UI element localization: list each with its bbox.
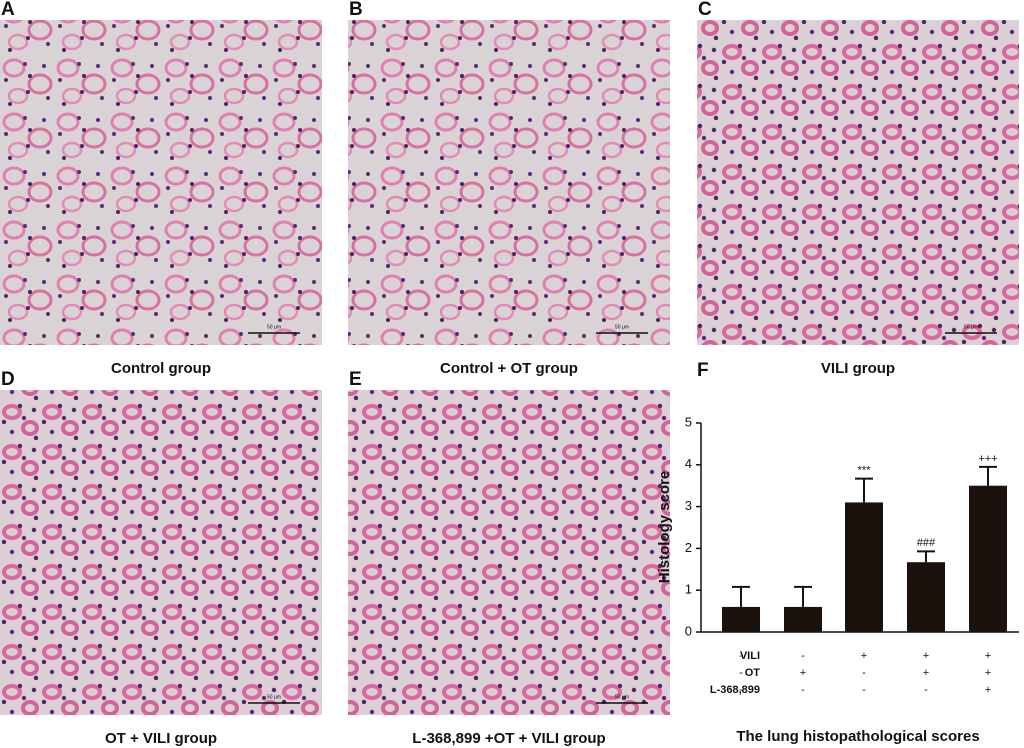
- scale-bar-label: 50 μm: [615, 694, 629, 700]
- significance: ***: [858, 465, 872, 477]
- panel-label: F: [697, 360, 709, 381]
- bar-chart: F The lung histopathological scores Hist…: [656, 360, 1019, 745]
- significance: ###: [917, 537, 936, 549]
- significance: +++: [978, 453, 997, 465]
- condition-mark: -: [739, 667, 743, 679]
- panel-label: C: [698, 0, 712, 20]
- condition-mark: +: [800, 667, 806, 679]
- scale-bar-label: 50 μm: [964, 324, 978, 330]
- condition-mark: -: [924, 684, 928, 696]
- y-tick-label: 2: [685, 540, 692, 555]
- histology-image: [697, 20, 1019, 345]
- scale-bar-label: 50 μm: [267, 694, 281, 700]
- bar: [722, 606, 760, 632]
- condition-name: OT: [745, 667, 761, 679]
- error-bar: [794, 585, 812, 607]
- bar: [845, 502, 883, 632]
- panel-label: B: [349, 0, 363, 20]
- y-tick-label: 0: [685, 623, 692, 638]
- panel-caption: VILI group: [821, 360, 895, 377]
- bar: [907, 562, 945, 632]
- histology-image: [0, 390, 322, 715]
- condition-mark: +: [861, 650, 867, 662]
- condition-mark: +: [985, 667, 991, 679]
- condition-mark: -: [862, 667, 866, 679]
- condition-mark: -: [801, 684, 805, 696]
- condition-mark: -: [862, 684, 866, 696]
- error-bar: [979, 465, 997, 486]
- error-bar: [855, 477, 873, 503]
- condition-mark: +: [985, 650, 991, 662]
- panel-caption: L-368,899 +OT + VILI group: [412, 730, 605, 747]
- panel-caption: Control + OT group: [440, 360, 578, 377]
- scale-bar-label: 50 μm: [615, 324, 629, 330]
- panel-label: D: [1, 369, 15, 390]
- condition-name: L-368,899: [710, 684, 760, 696]
- error-bar: [732, 585, 750, 607]
- panel-caption: OT + VILI group: [105, 730, 217, 747]
- condition-mark: -: [801, 650, 805, 662]
- chart-caption: The lung histopathological scores: [736, 728, 979, 745]
- bar: [969, 485, 1007, 632]
- panel-label: A: [1, 0, 15, 20]
- condition-mark: +: [923, 667, 929, 679]
- panel-caption: Control group: [111, 360, 211, 377]
- condition-mark: -: [739, 650, 743, 662]
- y-tick-label: 4: [685, 456, 692, 471]
- y-tick-label: 1: [685, 582, 692, 597]
- histology-image: [0, 20, 322, 345]
- histology-image: [348, 20, 670, 345]
- y-axis-label: Histology score: [656, 471, 673, 584]
- condition-name: VILI: [740, 650, 760, 662]
- scale-bar-label: 50 μm: [267, 324, 281, 330]
- y-tick-label: 5: [685, 414, 692, 429]
- error-bar: [917, 550, 935, 563]
- condition-mark: -: [739, 684, 743, 696]
- panel-label: E: [349, 369, 362, 390]
- y-tick-label: 3: [685, 498, 692, 513]
- condition-mark: +: [923, 650, 929, 662]
- condition-mark: +: [985, 684, 991, 696]
- histology-image: [348, 390, 670, 715]
- bar: [784, 606, 822, 632]
